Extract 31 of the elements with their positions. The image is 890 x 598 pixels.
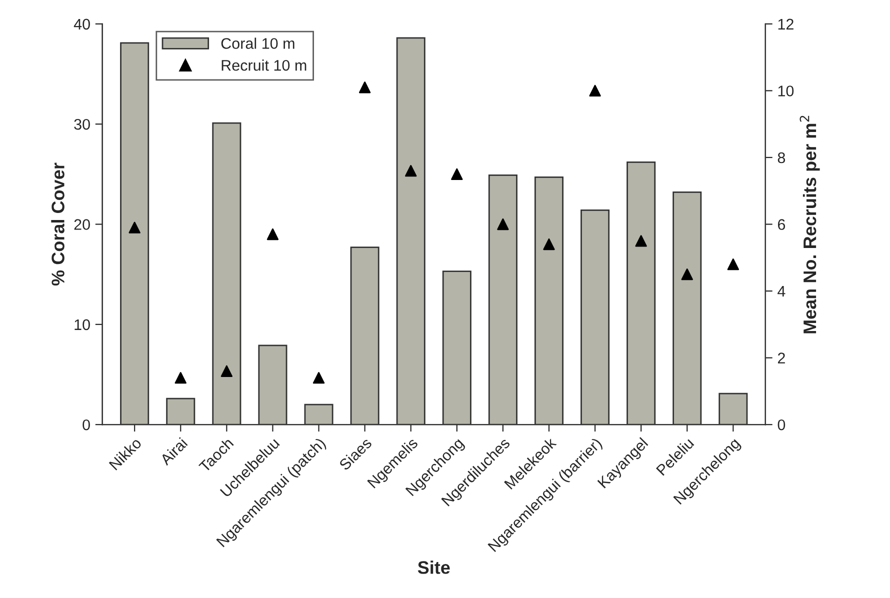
legend-label: Recruit 10 m — [222, 60, 306, 71]
point — [727, 258, 740, 270]
y2-tick-label: 2 — [778, 352, 785, 364]
point — [635, 235, 647, 247]
y-tick-label: 0 — [82, 419, 90, 430]
y-tick-label: 20 — [74, 219, 90, 230]
legend-label: Coral 10 m — [221, 38, 294, 49]
point — [681, 268, 693, 280]
point — [497, 218, 509, 230]
y2-axis-title: Mean No. Recruits per m$^{2}$ — [800, 116, 820, 334]
y-tick-label: 40 — [74, 18, 90, 30]
point — [589, 84, 601, 97]
y2-tick-label: 12 — [778, 18, 794, 30]
y2-tick-label: 8 — [778, 152, 786, 164]
y-tick-label: 30 — [74, 118, 90, 130]
y2-tick-label: 10 — [778, 86, 794, 96]
point — [405, 164, 417, 177]
point — [128, 222, 140, 234]
y-axis-title: % Coral Cover — [51, 162, 64, 286]
point — [174, 372, 186, 384]
y2-tick-label: 4 — [778, 286, 786, 297]
point — [358, 82, 371, 94]
point — [312, 372, 325, 384]
point — [266, 228, 279, 240]
y2-tick-label: 0 — [778, 419, 786, 430]
x-axis-title: Site — [418, 560, 450, 574]
point — [220, 365, 233, 378]
y2-tick-label: 6 — [778, 219, 786, 230]
point — [543, 238, 555, 250]
point — [451, 168, 463, 180]
y-tick-label: 10 — [74, 319, 90, 330]
